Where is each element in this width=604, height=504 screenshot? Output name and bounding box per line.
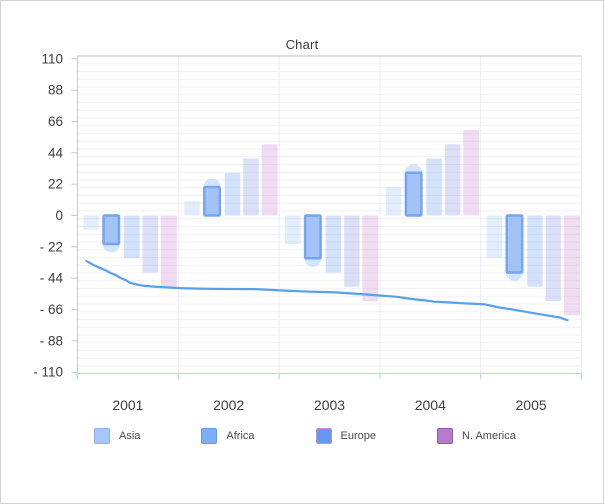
y-axis-label: 110 xyxy=(41,51,63,66)
bar-n-america-2003[interactable] xyxy=(362,215,379,301)
chart-title: Chart xyxy=(285,37,319,52)
bar-series4-2002[interactable] xyxy=(243,158,259,216)
legend-label: Europe xyxy=(340,430,377,442)
legend-swatch xyxy=(94,428,110,444)
trend-line-series[interactable] xyxy=(85,260,569,322)
y-axis-label: - 22 xyxy=(40,239,63,254)
y-axis-label: - 66 xyxy=(40,302,63,317)
legend-item-europe[interactable]: Europe xyxy=(315,428,377,444)
bar-europe-2001[interactable] xyxy=(124,215,140,259)
legend-label: N. America xyxy=(462,430,516,442)
bar-n-america-2005[interactable] xyxy=(564,215,580,316)
y-axis-label: 66 xyxy=(48,114,63,129)
bar-europe-2002[interactable] xyxy=(224,172,241,216)
y-axis-label: - 110 xyxy=(33,365,63,380)
legend-label: Asia xyxy=(119,430,141,442)
y-axis-label: 0 xyxy=(55,208,63,223)
bar-africa-2005[interactable] xyxy=(505,214,524,274)
bar-asia-2004[interactable] xyxy=(385,187,402,216)
y-axis-label: 88 xyxy=(48,83,63,98)
y-axis-label: - 44 xyxy=(40,271,64,286)
bar-europe-2003[interactable] xyxy=(325,215,342,273)
bar-asia-2002[interactable] xyxy=(184,201,200,216)
bar-n-america-2001[interactable] xyxy=(160,215,177,287)
chart-legend: Asia Africa Europe N. America xyxy=(94,428,516,444)
legend-label: Africa xyxy=(226,430,255,442)
bar-series4-2001[interactable] xyxy=(142,215,159,273)
legend-swatch xyxy=(315,428,332,444)
legend-item-asia[interactable]: Asia xyxy=(94,428,140,444)
x-axis-label: 2004 xyxy=(415,397,446,413)
bar-europe-2004[interactable] xyxy=(426,158,442,216)
x-axis-label: 2003 xyxy=(314,397,345,413)
bar-series4-2003[interactable] xyxy=(344,215,360,287)
y-axis-label: 44 xyxy=(48,145,64,160)
bar-africa-2002[interactable] xyxy=(203,185,222,217)
bar-n-america-2002[interactable] xyxy=(261,144,278,216)
legend-item-africa[interactable]: Africa xyxy=(201,428,255,444)
legend-swatch xyxy=(437,428,454,444)
bar-asia-2001[interactable] xyxy=(83,215,100,230)
bar-series4-2004[interactable] xyxy=(444,144,461,216)
bar-europe-2005[interactable] xyxy=(527,215,543,287)
bar-africa-2003[interactable] xyxy=(303,214,322,260)
y-axis-label: 22 xyxy=(48,177,63,192)
bar-asia-2005[interactable] xyxy=(486,215,503,259)
x-axis-label: 2001 xyxy=(112,397,143,413)
y-axis-label: - 88 xyxy=(40,333,63,348)
bar-asia-2003[interactable] xyxy=(285,215,301,244)
legend-item-n-america[interactable]: N. America xyxy=(437,428,516,444)
x-axis-label: 2002 xyxy=(213,397,244,413)
x-axis-label: 2005 xyxy=(516,397,547,413)
bar-series4-2005[interactable] xyxy=(545,215,562,301)
bar-africa-2004[interactable] xyxy=(404,171,423,217)
bar-africa-2001[interactable] xyxy=(102,214,121,246)
bar-n-america-2004[interactable] xyxy=(463,130,480,216)
legend-swatch xyxy=(201,428,218,444)
